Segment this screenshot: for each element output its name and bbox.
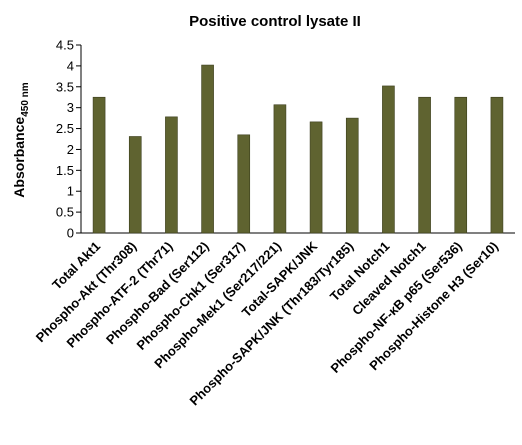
bar <box>418 96 431 234</box>
chart-title: Positive control lysate II <box>189 13 361 30</box>
y-axis-label-subscript: 450 nm <box>20 82 31 117</box>
bar <box>382 85 395 234</box>
y-axis-label-main: Absorbance <box>11 117 27 198</box>
y-tick-label: 0.5 <box>56 205 74 220</box>
bar <box>92 96 106 234</box>
bar <box>237 134 251 234</box>
bar <box>454 96 468 234</box>
bar <box>165 116 178 234</box>
y-tick-label: 4 <box>67 58 74 73</box>
bar <box>490 96 504 234</box>
bar <box>273 104 287 234</box>
y-tick-label: 2.5 <box>56 121 74 136</box>
y-tick-label: 4.5 <box>56 38 74 53</box>
y-tick-label: 3 <box>67 100 74 115</box>
y-tick-label: 1.5 <box>56 163 74 178</box>
y-axis: 0 0.5 1 1.5 2 2.5 3 3.5 4 4.5 <box>56 38 82 241</box>
bar <box>345 117 359 234</box>
bars <box>92 64 504 234</box>
bar <box>128 136 142 234</box>
bar <box>201 64 214 234</box>
y-tick-label: 0 <box>67 226 74 241</box>
bar <box>309 121 323 234</box>
y-tick-label: 2 <box>67 142 74 157</box>
y-axis-label: Absorbance450 nm <box>11 82 31 197</box>
y-tick-label: 1 <box>67 184 74 199</box>
y-tick-label: 3.5 <box>56 79 74 94</box>
